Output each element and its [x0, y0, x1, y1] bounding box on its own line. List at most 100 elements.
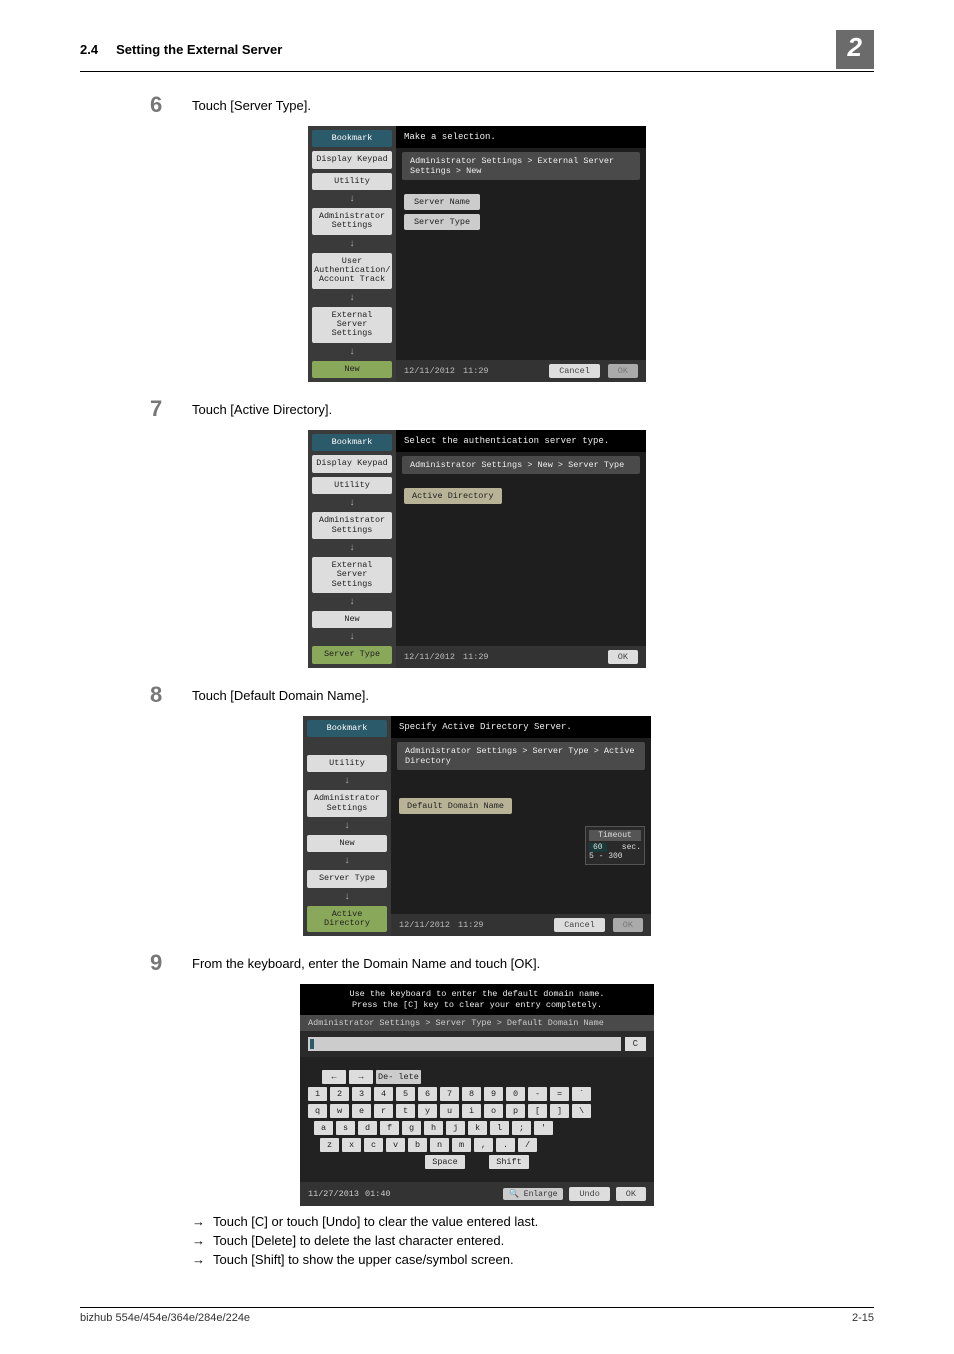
key-o[interactable]: o	[484, 1104, 503, 1118]
key-][interactable]: ]	[550, 1104, 569, 1118]
key-w[interactable]: w	[330, 1104, 349, 1118]
key-t[interactable]: t	[396, 1104, 415, 1118]
sidebar-display-keypad[interactable]: Display Keypad	[312, 151, 392, 168]
sidebar-admin-settings[interactable]: Administrator Settings	[307, 790, 387, 817]
key-p[interactable]: p	[506, 1104, 525, 1118]
space-key[interactable]: Space	[425, 1155, 465, 1169]
sidebar-utility[interactable]: Utility	[312, 477, 392, 494]
panel-message: Select the authentication server type.	[396, 430, 646, 452]
key-r[interactable]: r	[374, 1104, 393, 1118]
step-number: 8	[150, 682, 192, 708]
sidebar-new[interactable]: New	[307, 835, 387, 852]
sidebar-bookmark[interactable]: Bookmark	[312, 434, 392, 451]
sidebar-new[interactable]: New	[312, 361, 392, 378]
sidebar-ext-server[interactable]: External Server Settings	[312, 557, 392, 593]
key-m[interactable]: m	[452, 1138, 471, 1152]
server-type-button[interactable]: Server Type	[404, 214, 480, 230]
step-text: Touch [Default Domain Name].	[192, 682, 369, 708]
key-s[interactable]: s	[336, 1121, 355, 1135]
key-8[interactable]: 8	[462, 1087, 481, 1101]
key-l[interactable]: l	[490, 1121, 509, 1135]
key-;[interactable]: ;	[512, 1121, 531, 1135]
key-[[interactable]: [	[528, 1104, 547, 1118]
sidebar-bookmark[interactable]: Bookmark	[312, 130, 392, 147]
key-h[interactable]: h	[424, 1121, 443, 1135]
step-text: Touch [Server Type].	[192, 92, 311, 118]
panel-message: Use the keyboard to enter the default do…	[300, 984, 654, 1014]
key-5[interactable]: 5	[396, 1087, 415, 1101]
key-v[interactable]: v	[386, 1138, 405, 1152]
sidebar-server-type[interactable]: Server Type	[312, 646, 392, 663]
key-\[interactable]: \	[572, 1104, 591, 1118]
key-x[interactable]: x	[342, 1138, 361, 1152]
key-u[interactable]: u	[440, 1104, 459, 1118]
ok-button[interactable]: OK	[616, 1187, 646, 1201]
enlarge-button[interactable]: 🔍 Enlarge	[503, 1188, 563, 1200]
ok-button[interactable]: OK	[608, 650, 638, 664]
kb-msg-line1: Use the keyboard to enter the default do…	[349, 989, 604, 999]
key-d[interactable]: d	[358, 1121, 377, 1135]
sidebar-display-keypad[interactable]: Display Keypad	[312, 455, 392, 472]
key-i[interactable]: i	[462, 1104, 481, 1118]
ok-button[interactable]: OK	[608, 364, 638, 378]
key-b[interactable]: b	[408, 1138, 427, 1152]
key-9[interactable]: 9	[484, 1087, 503, 1101]
key-z[interactable]: z	[320, 1138, 339, 1152]
breadcrumb: Administrator Settings > External Server…	[402, 152, 640, 180]
bullet-text: Touch [Delete] to delete the last charac…	[213, 1233, 504, 1248]
key-6[interactable]: 6	[418, 1087, 437, 1101]
key-e[interactable]: e	[352, 1104, 371, 1118]
arrow-right-key[interactable]: →	[349, 1070, 373, 1084]
undo-button[interactable]: Undo	[569, 1187, 609, 1201]
sidebar-utility[interactable]: Utility	[312, 173, 392, 190]
key-7[interactable]: 7	[440, 1087, 459, 1101]
key-y[interactable]: y	[418, 1104, 437, 1118]
clear-button[interactable]: C	[625, 1037, 646, 1051]
key-a[interactable]: a	[314, 1121, 333, 1135]
key-f[interactable]: f	[380, 1121, 399, 1135]
panel-message: Specify Active Directory Server.	[391, 716, 651, 738]
cancel-button[interactable]: Cancel	[554, 918, 605, 932]
domain-name-input[interactable]	[308, 1037, 621, 1051]
key-3[interactable]: 3	[352, 1087, 371, 1101]
key-g[interactable]: g	[402, 1121, 421, 1135]
sidebar-bookmark[interactable]: Bookmark	[307, 720, 387, 737]
sidebar-admin-settings[interactable]: Administrator Settings	[312, 208, 392, 235]
key-.[interactable]: .	[496, 1138, 515, 1152]
key-'[interactable]: '	[534, 1121, 553, 1135]
section-header: 2.4 Setting the External Server	[80, 42, 282, 57]
cancel-button[interactable]: Cancel	[549, 364, 600, 378]
key-2[interactable]: 2	[330, 1087, 349, 1101]
key-4[interactable]: 4	[374, 1087, 393, 1101]
key-n[interactable]: n	[430, 1138, 449, 1152]
key-1[interactable]: 1	[308, 1087, 327, 1101]
active-directory-button[interactable]: Active Directory	[404, 488, 502, 504]
sidebar-utility[interactable]: Utility	[307, 755, 387, 772]
sidebar-ext-server[interactable]: External Server Settings	[312, 307, 392, 343]
default-domain-name-button[interactable]: Default Domain Name	[399, 798, 512, 814]
key-`[interactable]: `	[572, 1087, 591, 1101]
key-/[interactable]: /	[518, 1138, 537, 1152]
server-name-button[interactable]: Server Name	[404, 194, 480, 210]
arrow-icon: →	[192, 1214, 205, 1229]
delete-key[interactable]: De- lete	[376, 1070, 421, 1084]
step-number: 6	[150, 92, 192, 118]
footer-page: 2-15	[852, 1312, 874, 1324]
key-k[interactable]: k	[468, 1121, 487, 1135]
kb-msg-line2: Press the [C] key to clear your entry co…	[352, 1000, 602, 1010]
key-,[interactable]: ,	[474, 1138, 493, 1152]
key-=[interactable]: =	[550, 1087, 569, 1101]
shift-key[interactable]: Shift	[489, 1155, 529, 1169]
ok-button[interactable]: OK	[613, 918, 643, 932]
sidebar-admin-settings[interactable]: Administrator Settings	[312, 512, 392, 539]
arrow-left-key[interactable]: ←	[322, 1070, 346, 1084]
key-0[interactable]: 0	[506, 1087, 525, 1101]
sidebar-server-type[interactable]: Server Type	[307, 870, 387, 887]
sidebar-active-directory[interactable]: Active Directory	[307, 906, 387, 933]
key--[interactable]: -	[528, 1087, 547, 1101]
sidebar-user-auth[interactable]: User Authentication/ Account Track	[312, 253, 392, 289]
sidebar-new[interactable]: New	[312, 611, 392, 628]
key-q[interactable]: q	[308, 1104, 327, 1118]
key-c[interactable]: c	[364, 1138, 383, 1152]
key-j[interactable]: j	[446, 1121, 465, 1135]
